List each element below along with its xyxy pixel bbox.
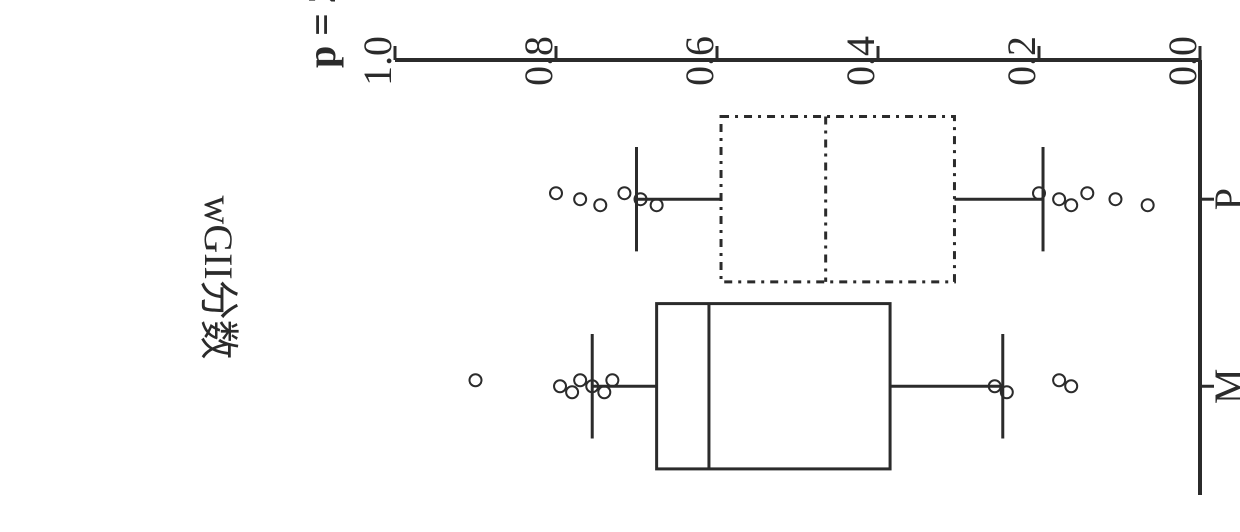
p-value-annotation: p = 2x10-4 — [298, 0, 345, 68]
y-tick-label: 0.0 — [1160, 36, 1205, 86]
outlier — [1081, 187, 1093, 199]
outlier — [574, 374, 586, 386]
outlier — [550, 187, 562, 199]
outlier — [1053, 374, 1065, 386]
outlier — [554, 380, 566, 392]
y-tick-label: 1.0 — [355, 36, 400, 86]
outlier — [1053, 193, 1065, 205]
outlier — [606, 374, 618, 386]
outlier — [1109, 193, 1121, 205]
outlier — [618, 187, 630, 199]
y-tick-label: 0.4 — [838, 36, 883, 86]
outlier — [594, 199, 606, 211]
y-tick-label: 0.2 — [999, 36, 1044, 86]
box-M — [470, 304, 1078, 469]
outlier — [1065, 199, 1077, 211]
category-label: P — [1206, 188, 1240, 210]
outlier — [598, 386, 610, 398]
outlier — [1065, 380, 1077, 392]
box-P — [550, 117, 1154, 282]
outlier — [470, 374, 482, 386]
category-label: M — [1206, 369, 1240, 404]
outlier — [574, 193, 586, 205]
y-tick-label: 0.6 — [677, 36, 722, 86]
outlier — [566, 386, 578, 398]
y-tick-label: 0.8 — [516, 36, 561, 86]
boxplot-chart: 0.0 0.2 0.4 0.6 0.8 1.0 P MwGII分数 p = 2x10-4 — [0, 0, 1240, 532]
outlier — [651, 199, 663, 211]
outlier — [1142, 199, 1154, 211]
y-axis-label: wGII分数 — [196, 196, 241, 360]
